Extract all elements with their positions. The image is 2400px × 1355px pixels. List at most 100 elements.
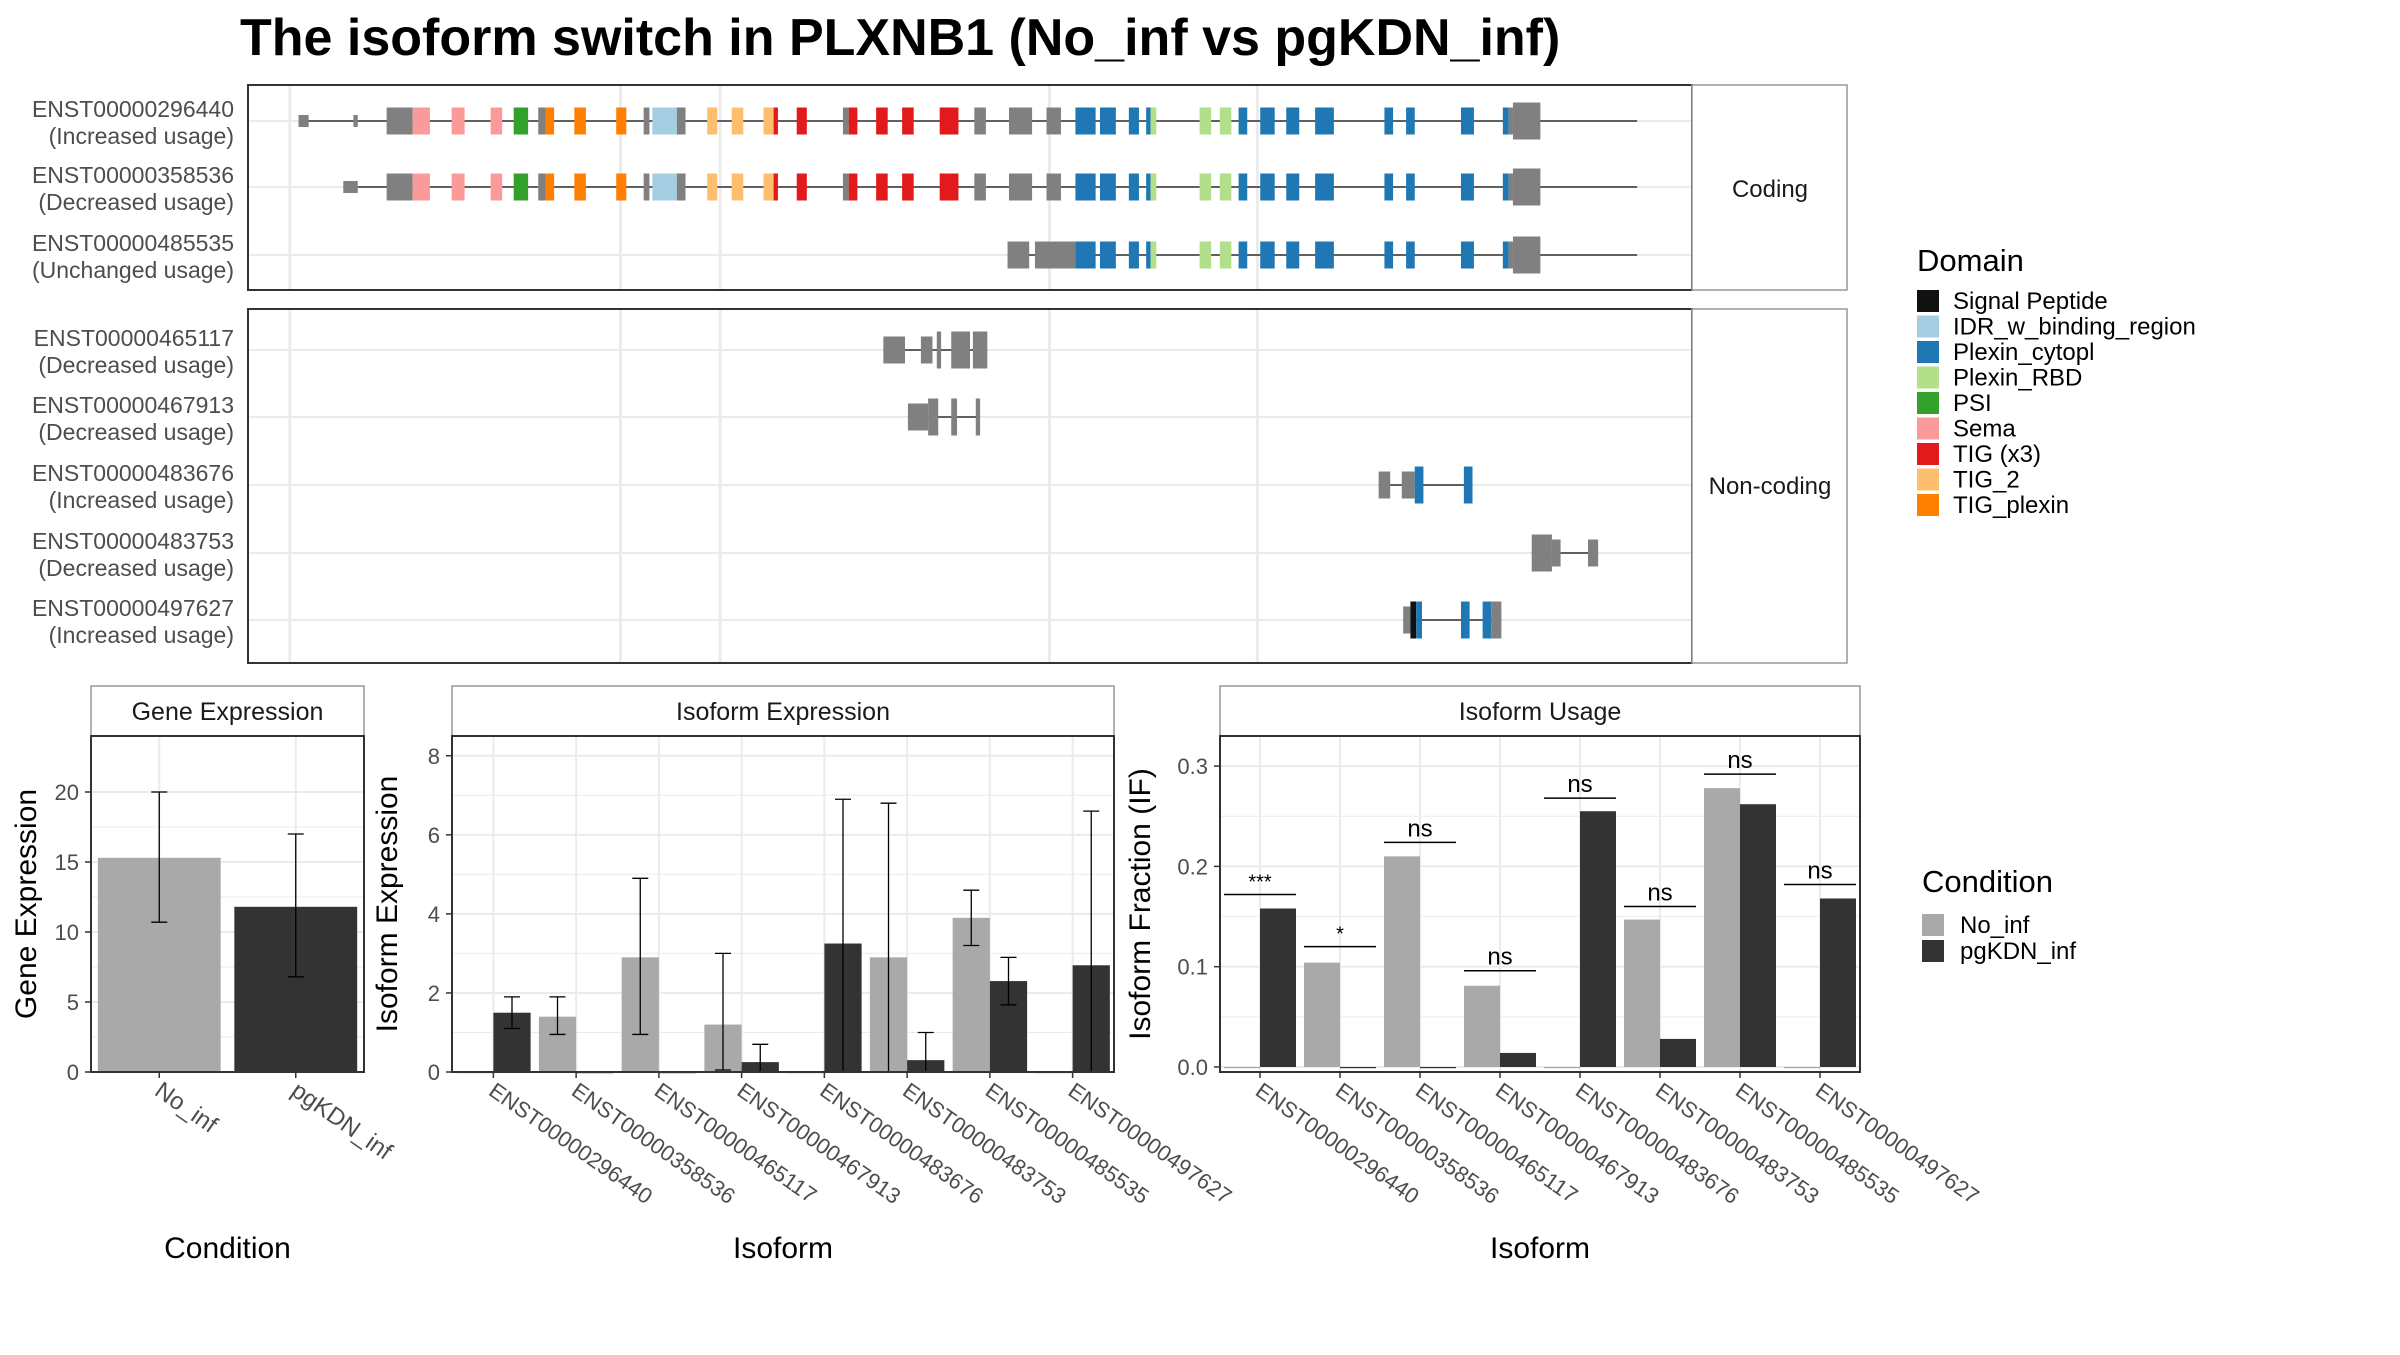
- y-tick-label: 0.2: [1177, 854, 1208, 879]
- exon-block: [1146, 241, 1151, 269]
- y-tick-label: 0.3: [1177, 754, 1208, 779]
- significance-label: ns: [1487, 944, 1512, 971]
- exon-block: [353, 115, 358, 127]
- domain-legend-label: Signal Peptide: [1953, 288, 2108, 315]
- exon-block: [412, 173, 430, 201]
- exon-block: [298, 115, 309, 127]
- exon-block: [1406, 107, 1415, 135]
- y-tick-label: 15: [55, 850, 79, 875]
- exon-block: [773, 173, 778, 201]
- condition-legend-label: pgKDN_inf: [1960, 938, 2076, 965]
- bar: [1260, 908, 1296, 1067]
- transcript-id-label: ENST00000483676: [32, 460, 234, 486]
- exon-block: [883, 336, 906, 364]
- exon-block: [513, 107, 529, 135]
- exon-block: [1384, 107, 1394, 135]
- y-axis-title: Isoform Expression: [371, 776, 404, 1033]
- bar: [1420, 1066, 1456, 1069]
- isoform-usage-panel: Isoform Usage****nsnsnsnsnsns0.00.10.20.…: [1124, 685, 1984, 1265]
- exon-block: [1508, 241, 1513, 269]
- exon-block: [513, 173, 529, 201]
- exon-block: [902, 173, 914, 201]
- exon-block: [939, 173, 959, 201]
- exon-block: [936, 331, 942, 369]
- domain-legend-label: Plexin_RBD: [1953, 365, 2082, 392]
- exon-block: [1199, 173, 1212, 201]
- exon-block: [1008, 107, 1033, 135]
- exon-block: [731, 107, 744, 135]
- exon-block: [1502, 173, 1509, 201]
- coding-strip: [1691, 84, 1848, 291]
- panel-strip-title: Isoform Expression: [676, 698, 890, 726]
- exon-block: [1460, 601, 1470, 639]
- exon-block: [1146, 107, 1151, 135]
- exon-block: [574, 107, 586, 135]
- exon-block: [1460, 241, 1474, 269]
- y-axis-title: Isoform Fraction (IF): [1124, 768, 1157, 1040]
- y-tick-label: 0: [67, 1060, 79, 1085]
- exon-block: [848, 173, 858, 201]
- transcript-usage-label: (Decreased usage): [38, 189, 234, 215]
- transcript-usage-label: (Decreased usage): [38, 555, 234, 581]
- exon-block: [951, 398, 958, 436]
- exon-block: [796, 173, 807, 201]
- exon-block: [1007, 241, 1030, 269]
- exon-block: [1046, 107, 1061, 135]
- exon-block: [1491, 601, 1502, 639]
- exon-block: [1460, 107, 1474, 135]
- exon-block: [902, 107, 914, 135]
- exon-block: [574, 173, 586, 201]
- exon-block: [451, 173, 465, 201]
- exon-block: [848, 107, 858, 135]
- significance-label: *: [1336, 924, 1344, 946]
- exon-block: [1099, 107, 1116, 135]
- bar: [1820, 898, 1856, 1067]
- exon-block: [1146, 173, 1151, 201]
- significance-label: ns: [1807, 857, 1832, 884]
- exon-block: [1099, 173, 1116, 201]
- bar: [1624, 919, 1660, 1067]
- exon-block: [907, 403, 929, 431]
- exon-block: [1128, 241, 1139, 269]
- exon-block: [974, 107, 986, 135]
- exon-block: [1512, 102, 1541, 140]
- exon-block: [1551, 539, 1561, 567]
- bar: [1660, 1038, 1696, 1067]
- condition-legend-label: No_inf: [1960, 912, 2030, 939]
- significance-label: ***: [1248, 871, 1272, 893]
- exon-block: [1410, 601, 1417, 639]
- x-axis-title: Isoform: [733, 1232, 833, 1265]
- coding-structure-panel: ENST00000296440(Increased usage) ENST0000…: [32, 84, 1693, 291]
- exon-block: [1384, 173, 1394, 201]
- domain-legend-label: TIG_2: [1953, 467, 2020, 494]
- transcript-usage-label: (Decreased usage): [38, 419, 234, 445]
- exon-block: [1512, 168, 1541, 206]
- domain-legend-key: [1917, 392, 1939, 414]
- panel-border: [451, 735, 1115, 1073]
- bar: [1384, 856, 1420, 1067]
- exon-block: [773, 107, 778, 135]
- isoform-expression-panel: Isoform Expression02468ENST00000296440EN…: [371, 685, 1236, 1265]
- exon-block: [1008, 173, 1033, 201]
- exon-block: [1378, 471, 1391, 499]
- x-axis-title: Condition: [164, 1232, 291, 1265]
- exon-block: [1482, 601, 1492, 639]
- x-tick-label: pgKDN_inf: [286, 1077, 397, 1166]
- bar: [1224, 1066, 1260, 1069]
- transcript-id-label: ENST00000358536: [32, 162, 234, 188]
- exon-block: [1238, 241, 1248, 269]
- domain-legend-label: TIG_plexin: [1953, 492, 2069, 519]
- exon-block: [1414, 466, 1424, 504]
- exon-block: [1260, 241, 1275, 269]
- transcript-usage-label: (Unchanged usage): [32, 257, 234, 283]
- exon-block: [1128, 107, 1139, 135]
- domain-legend-title: Domain: [1917, 243, 2024, 278]
- exon-block: [1502, 241, 1509, 269]
- exon-block: [643, 173, 650, 201]
- domain-legend-label: IDR_w_binding_region: [1953, 314, 2196, 341]
- y-tick-label: 2: [428, 981, 440, 1006]
- bar: [1740, 804, 1776, 1067]
- gene-expression-panel: Gene Expression 0 5 10 15 20 No_inf pgKDN_inf Co…: [10, 685, 397, 1265]
